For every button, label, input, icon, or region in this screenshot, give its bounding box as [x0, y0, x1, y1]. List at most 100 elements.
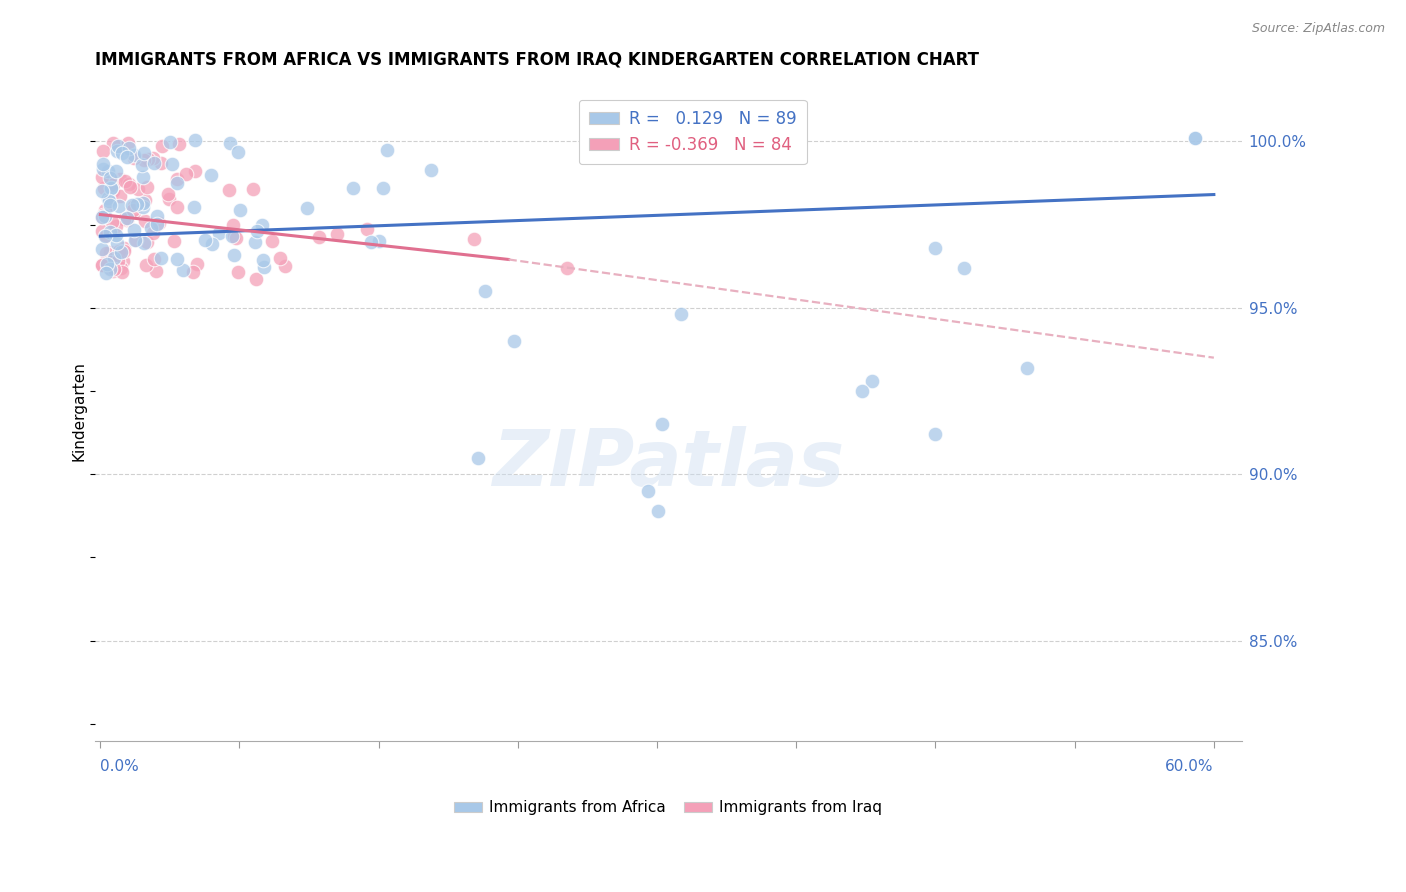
Point	[669, 307, 692, 321]
Point	[122, 202, 145, 217]
Point	[97, 163, 120, 178]
Point	[118, 179, 141, 194]
Point	[146, 209, 169, 223]
Point	[181, 265, 204, 279]
Point	[127, 182, 149, 196]
Point	[463, 232, 485, 246]
Point	[166, 252, 188, 267]
Point	[96, 257, 118, 271]
Point	[242, 181, 264, 195]
Point	[91, 258, 114, 272]
Point	[101, 178, 124, 192]
Point	[131, 200, 153, 214]
Point	[105, 164, 128, 178]
Point	[117, 140, 139, 154]
Text: Source: ZipAtlas.com: Source: ZipAtlas.com	[1251, 22, 1385, 36]
Point	[134, 193, 156, 207]
Point	[98, 198, 121, 212]
Point	[342, 181, 364, 195]
Point	[142, 155, 165, 169]
Point	[924, 241, 946, 255]
Point	[136, 235, 159, 249]
Point	[108, 189, 131, 203]
Point	[91, 242, 114, 256]
Point	[100, 262, 122, 277]
Point	[91, 169, 114, 184]
Y-axis label: Kindergarten: Kindergarten	[72, 361, 86, 461]
Point	[219, 136, 242, 150]
Point	[186, 257, 208, 271]
Point	[253, 260, 276, 275]
Point	[122, 205, 145, 219]
Point	[101, 264, 124, 278]
Legend: Immigrants from Africa, Immigrants from Iraq: Immigrants from Africa, Immigrants from …	[449, 794, 889, 822]
Point	[105, 144, 128, 158]
Point	[225, 230, 247, 244]
Point	[93, 157, 115, 171]
Point	[166, 200, 188, 214]
Point	[125, 196, 148, 211]
Point	[104, 219, 127, 233]
Point	[98, 193, 121, 207]
Point	[105, 236, 128, 251]
Point	[124, 223, 146, 237]
Point	[269, 252, 291, 266]
Point	[98, 261, 121, 276]
Point	[167, 137, 190, 152]
Point	[91, 210, 114, 224]
Point	[142, 151, 165, 165]
Point	[174, 167, 197, 181]
Point	[108, 244, 131, 258]
Point	[111, 254, 134, 268]
Point	[94, 202, 117, 217]
Point	[651, 417, 673, 432]
Point	[503, 334, 526, 348]
Point	[103, 136, 125, 151]
Point	[467, 450, 489, 465]
Point	[112, 211, 135, 226]
Point	[1184, 131, 1206, 145]
Point	[115, 150, 138, 164]
Point	[100, 171, 122, 186]
Point	[107, 138, 129, 153]
Point	[91, 211, 114, 225]
Point	[115, 211, 138, 226]
Point	[134, 214, 156, 228]
Point	[252, 252, 274, 267]
Point	[132, 196, 155, 211]
Point	[111, 146, 134, 161]
Point	[356, 222, 378, 236]
Point	[138, 152, 160, 166]
Point	[419, 163, 441, 178]
Point	[201, 237, 224, 252]
Point	[118, 178, 141, 192]
Point	[207, 227, 229, 241]
Point	[111, 265, 134, 279]
Text: ZIPatlas: ZIPatlas	[492, 425, 845, 501]
Point	[135, 179, 157, 194]
Point	[117, 136, 139, 150]
Point	[166, 176, 188, 190]
Point	[91, 208, 114, 222]
Point	[218, 183, 240, 197]
Text: IMMIGRANTS FROM AFRICA VS IMMIGRANTS FROM IRAQ KINDERGARTEN CORRELATION CHART: IMMIGRANTS FROM AFRICA VS IMMIGRANTS FRO…	[94, 51, 979, 69]
Point	[371, 181, 394, 195]
Point	[91, 224, 114, 238]
Text: 0.0%: 0.0%	[100, 759, 139, 774]
Point	[122, 148, 145, 162]
Point	[91, 144, 114, 158]
Point	[124, 234, 146, 248]
Point	[274, 260, 297, 274]
Point	[166, 172, 188, 186]
Point	[142, 252, 165, 266]
Point	[96, 267, 118, 281]
Point	[98, 254, 121, 268]
Point	[134, 153, 156, 168]
Point	[308, 230, 330, 244]
Point	[226, 265, 249, 279]
Point	[163, 234, 186, 248]
Point	[245, 235, 267, 249]
Point	[360, 235, 382, 249]
Point	[226, 145, 249, 160]
Point	[98, 171, 121, 186]
